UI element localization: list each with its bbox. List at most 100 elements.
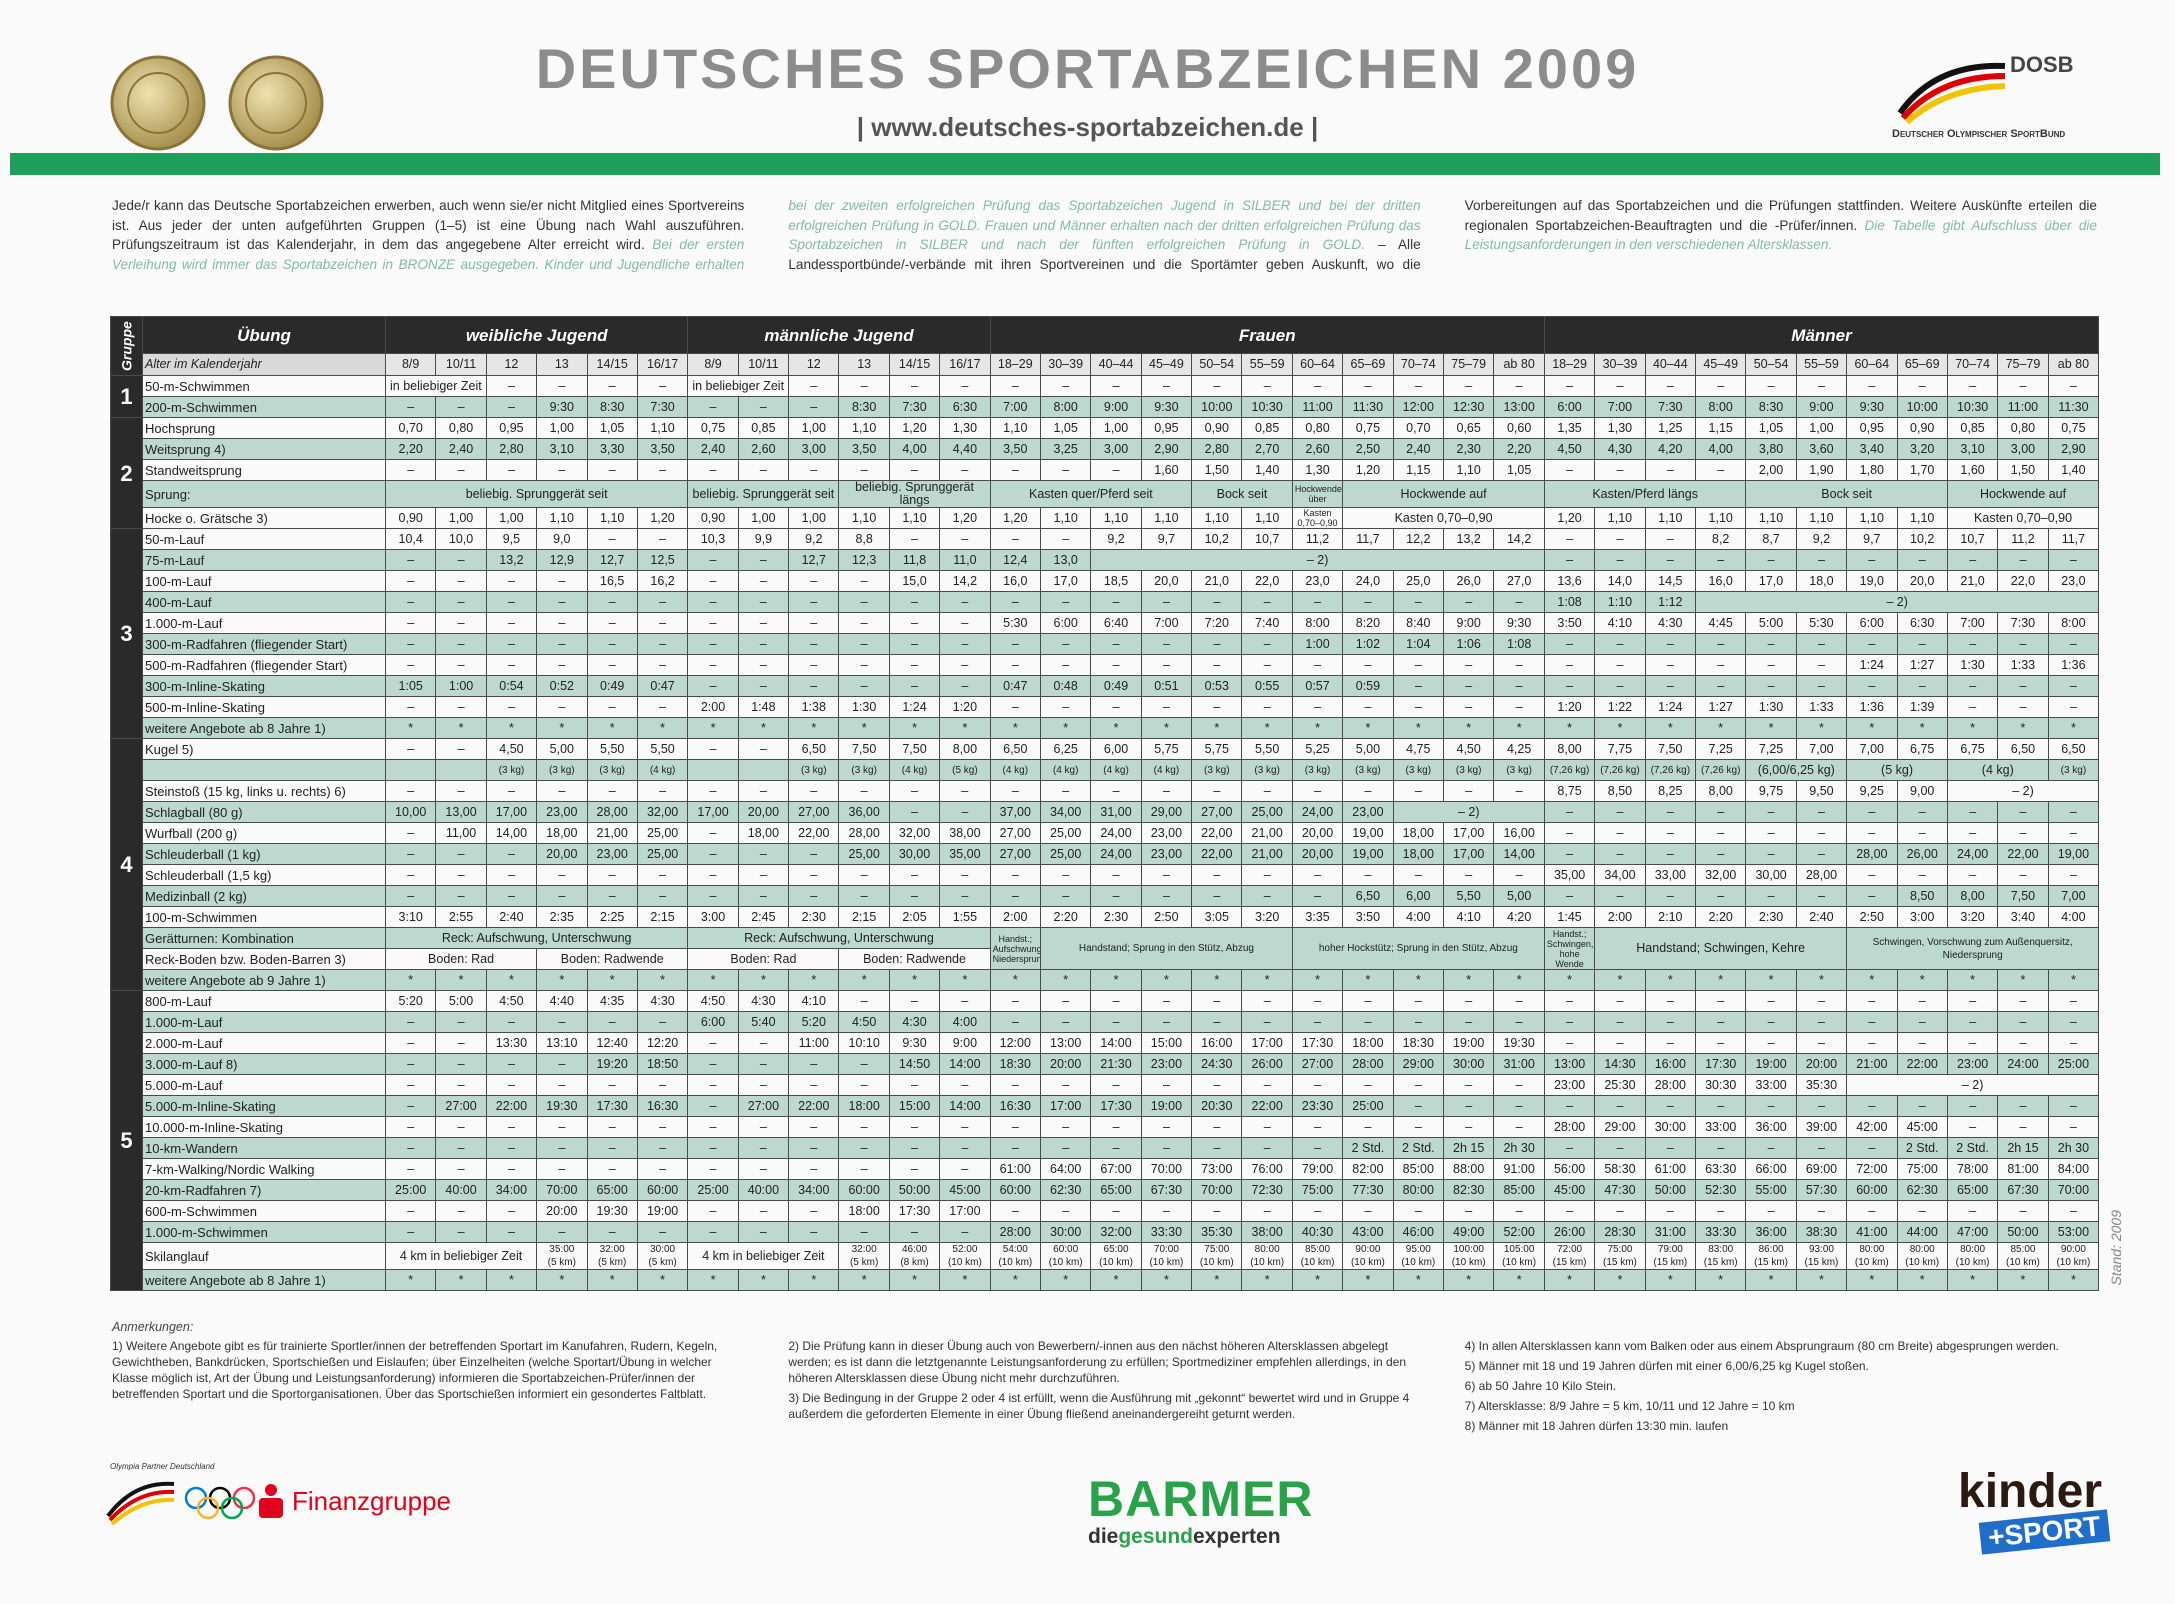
cell: 7:00 [1140,612,1193,634]
cell: 60:00 [989,1179,1041,1201]
cell: – [838,1053,890,1075]
cell: 1,00 [485,507,538,529]
age: 45–49 [1140,353,1193,376]
cell: 80:00 [1392,1179,1444,1201]
cell: 10,7 [1241,528,1293,550]
age: 14/15 [888,353,941,376]
cell: * [1896,969,1948,991]
cell: 0:55 [1241,675,1293,697]
cell: – [788,780,840,802]
cell: Kasten/Pferd längs [1543,480,1747,508]
cell: – [586,633,638,655]
cell: 6,25 [1039,738,1092,760]
age: 10/11 [435,353,487,376]
cell: Hockwende auf [1342,480,1545,508]
cell: 2,90 [2047,438,2100,460]
cell: 10:00 [1191,396,1243,418]
age: 70–74 [1392,353,1444,376]
cell: – [1745,675,1797,697]
cell: – [1846,864,1898,886]
exercise: 1.000-m-Schwimmen [142,1221,386,1243]
cell: 2:55 [435,906,487,928]
cell: 36:00 [1745,1221,1797,1243]
age: 50–54 [1745,353,1797,376]
cell: – [1896,1032,1948,1054]
row: 1.000-m-Schwimmen – – – – – – – – – – – –28:00 30:00 3… [111,1221,2100,1243]
cell: – [384,1032,437,1054]
cell: – [1442,375,1495,397]
cell: – [687,1116,739,1138]
cell: – [636,864,689,886]
exercise: Reck-Boden bzw. Boden-Barren 3) [142,948,386,970]
cell: – [788,1221,840,1243]
cell: 1:24 [1644,696,1697,718]
cell: – [1594,1137,1646,1159]
cell: 56:00 [1543,1158,1596,1180]
cell: – [384,1158,437,1180]
cell: – [939,1116,991,1138]
cell: – 2) [1946,780,2100,802]
cell: 12,5 [636,549,689,571]
cell: 30:30 [1695,1074,1747,1096]
cell: (5 kg) [1846,759,1948,781]
cell: – 2) [1695,591,2100,613]
cell: 13:00 [1039,1032,1092,1054]
cell: 34,00 [1039,801,1092,823]
cell: – [636,1074,689,1096]
cell: 12:00 [989,1032,1041,1054]
cell: 2,70 [1241,438,1293,460]
cell: 45:00 [1896,1116,1948,1138]
cell: – [1191,375,1243,397]
cell: 86:00 (15 km) [1745,1242,1797,1270]
cell: – [1795,375,1848,397]
cell: 1:06 [1442,633,1495,655]
cell: 80:00 (10 km) [1846,1242,1898,1270]
cell: 1,30 [1291,459,1344,481]
cell: (3 kg) [1191,759,1243,781]
cell [435,759,487,781]
cell: – [384,885,437,907]
cell: (3 kg) [1342,759,1394,781]
cell: 17:30 [1090,1095,1142,1117]
cell: – [1745,654,1797,676]
cell: – [1745,1200,1797,1222]
cell: 1,05 [1493,459,1545,481]
cell: – [536,591,588,613]
cell: – [1946,990,1999,1012]
cell: – [1241,696,1293,718]
cell: – [485,633,538,655]
cell: – [1795,1095,1848,1117]
cell: 3,20 [1896,438,1948,460]
cell: 21,0 [1191,570,1243,592]
intro: Jede/r kann das Deutsche Sportabzeichen … [112,196,2097,274]
age: 16/17 [636,353,689,376]
cell: 28:00 [1543,1116,1596,1138]
cell: * [1946,969,1999,991]
cell: – [1039,459,1092,481]
cell: – [888,780,941,802]
cell: 7:30 [636,396,689,418]
cell: – [737,549,790,571]
cell: 2 Std. [1896,1137,1948,1159]
cell: 23:00 [1140,1053,1193,1075]
cell: – [485,885,538,907]
cell: 0,80 [1291,417,1344,439]
cell: – [1291,591,1344,613]
cell: 16,2 [636,570,689,592]
cell: * [1644,969,1697,991]
cell: – [1846,822,1898,844]
cell: – [586,885,638,907]
cell: – [687,396,739,418]
cell: – [1997,549,2049,571]
cell: – [737,1221,790,1243]
cell: 1:20 [939,696,991,718]
cell: – [2047,990,2100,1012]
age: 12 [485,353,538,376]
cell: 31,00 [1090,801,1142,823]
cell: 90:00 (10 km) [2047,1242,2100,1270]
cell: * [1241,969,1293,991]
cell: 84:00 [2047,1158,2100,1180]
cell: 7,50 [888,738,941,760]
cell: – [1745,1095,1797,1117]
cell: – [788,885,840,907]
